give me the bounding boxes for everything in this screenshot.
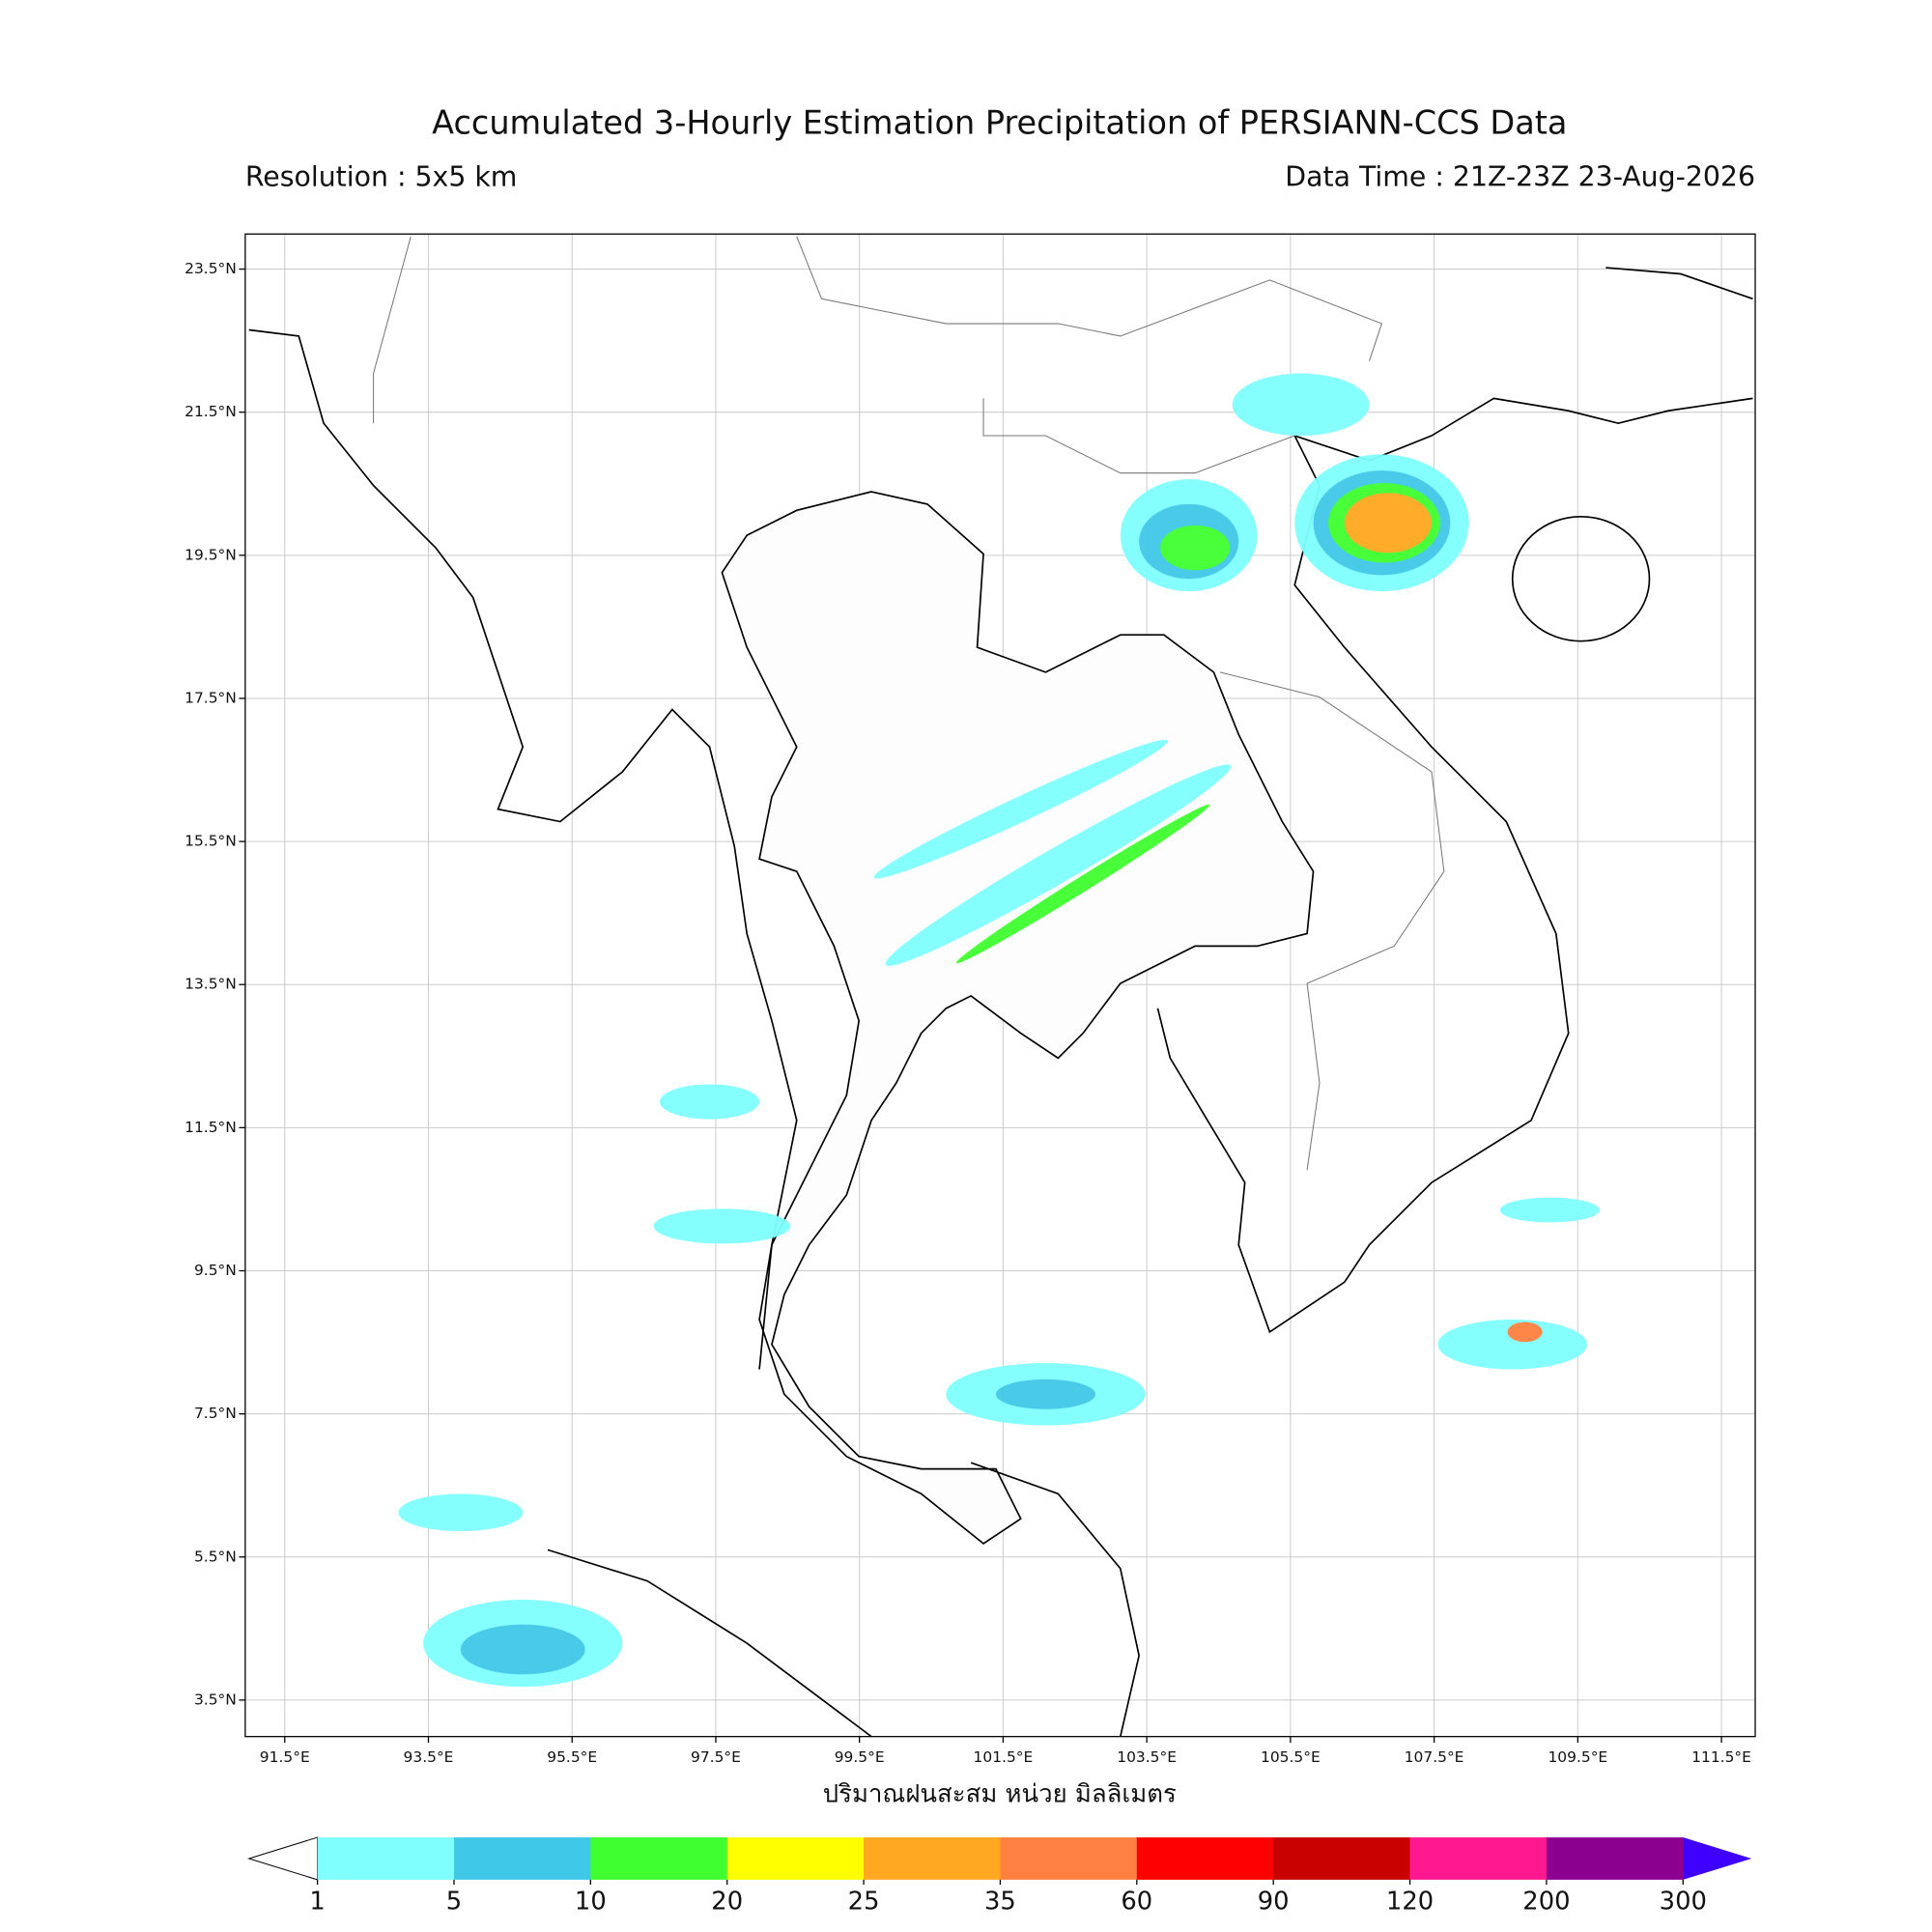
y-tick-label: 7.5°N [194, 1405, 237, 1422]
colorbar-segment [1136, 1837, 1274, 1880]
malaysia-coast [547, 1462, 1140, 1738]
rain-cell [885, 764, 1232, 966]
grid [244, 234, 1756, 1737]
land [248, 236, 1753, 1738]
y-tick-label: 23.5°N [185, 260, 237, 277]
y-tick-label: 21.5°N [185, 403, 237, 420]
rain-cell [1232, 373, 1370, 437]
rain-cell [659, 1084, 760, 1120]
y-tick-label: 19.5°N [185, 546, 237, 563]
colorbar-label: 200 [1522, 1888, 1570, 1917]
colorbar-segment [1546, 1837, 1684, 1880]
x-tick-label: 107.5°E [1405, 1748, 1464, 1766]
x-tick-label: 101.5°E [974, 1748, 1034, 1766]
title: Accumulated 3-Hourly Estimation Precipit… [432, 103, 1567, 141]
y-tick-label: 15.5°N [185, 833, 237, 850]
vietnam-coast [1156, 435, 1570, 1334]
colorbar-label: 90 [1258, 1888, 1290, 1917]
colorbar-label: 10 [575, 1888, 607, 1917]
x-tick-label: 99.5°E [835, 1748, 885, 1766]
y-tick-label: 9.5°N [194, 1262, 237, 1279]
colorbar-segment [1000, 1837, 1138, 1880]
colorbar-label: 300 [1660, 1888, 1707, 1917]
rain-cell [398, 1493, 524, 1532]
map-frame [244, 233, 1756, 1738]
colorbar-segment [864, 1837, 1002, 1880]
rain-cell [873, 739, 1168, 879]
rain-cell [1499, 1197, 1600, 1223]
x-tick-label: 109.5°E [1548, 1748, 1607, 1766]
myanmar-coast [248, 328, 798, 1370]
rain [398, 373, 1600, 1688]
y-tick-label: 3.5°N [194, 1690, 237, 1708]
colorbar-over [1683, 1837, 1752, 1880]
rain-cell [955, 804, 1210, 964]
colorbar-label: 120 [1386, 1888, 1434, 1917]
colorbar-segment [453, 1837, 591, 1880]
colorbar-label: 20 [711, 1888, 743, 1917]
rain-cell [1344, 493, 1432, 554]
colorbar-segment [590, 1837, 728, 1880]
y-tick-label: 5.5°N [194, 1548, 237, 1565]
china-coast [1293, 267, 1753, 462]
colorbar: 1 5 10 20 25 35 60 90 120 200 300 [246, 1836, 1752, 1917]
hainan [1511, 515, 1651, 642]
x-tick-label: 105.5°E [1261, 1748, 1321, 1766]
colorbar-label: 1 [309, 1888, 325, 1917]
colorbar-segment [726, 1837, 865, 1880]
x-tick-label: 111.5°E [1691, 1748, 1751, 1766]
colorbar-segment [1409, 1837, 1548, 1880]
x-tick-label: 97.5°E [691, 1748, 741, 1766]
x-tick-label: 103.5°E [1117, 1748, 1177, 1766]
rain-cell [1507, 1321, 1543, 1343]
colorbar-segment [317, 1837, 455, 1880]
colorbar-label: 5 [446, 1888, 462, 1917]
y-tick-label: 17.5°N [185, 689, 237, 706]
axes: 91.5°E 93.5°E 95.5°E 97.5°E 99.5°E 101.5°E 103… [185, 260, 1751, 1766]
colorbar-under [246, 1836, 319, 1881]
colorbar-label: 60 [1121, 1888, 1152, 1917]
rain-cell [653, 1208, 791, 1244]
rain-cell [995, 1378, 1096, 1409]
x-tick-label: 91.5°E [260, 1748, 310, 1766]
y-tick-label: 13.5°N [185, 976, 237, 993]
subtitle-left: Resolution : 5x5 km [245, 160, 518, 192]
borders [373, 236, 1445, 1171]
rain-cell [1160, 525, 1231, 571]
colorbar-label: 25 [848, 1888, 880, 1917]
subtitle-right: Data Time : 21Z-23Z 23-Aug-2026 [1285, 160, 1755, 192]
y-tick-label: 11.5°N [185, 1119, 237, 1136]
x-tick-label: 93.5°E [404, 1748, 454, 1766]
rain-cell [460, 1624, 585, 1675]
x-tick-label: 95.5°E [547, 1748, 597, 1766]
colorbar-segment [1273, 1837, 1411, 1880]
thailand-outline [721, 491, 1315, 1545]
x-axis-label: ปริมาณฝนสะสม หน่วย มิลลิเมตร [823, 1780, 1177, 1809]
rain-cell [1437, 1319, 1588, 1370]
colorbar-label: 35 [984, 1888, 1016, 1917]
